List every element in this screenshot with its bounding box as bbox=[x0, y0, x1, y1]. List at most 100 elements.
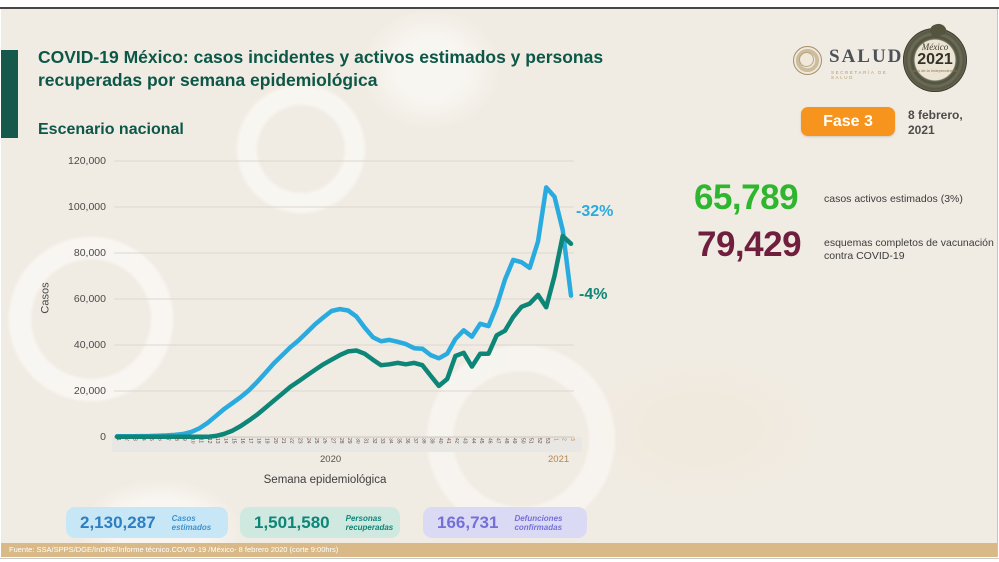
week-tick: 24 bbox=[304, 438, 311, 444]
week-tick: 34 bbox=[387, 438, 394, 444]
week-tick: 25 bbox=[313, 438, 320, 444]
week-tick: 45 bbox=[478, 438, 485, 444]
week-tick: 38 bbox=[420, 438, 427, 444]
casos-estimados-label: Casos estimados bbox=[171, 513, 212, 532]
bottom-edge-rule bbox=[0, 558, 999, 559]
week-tick: 41 bbox=[445, 438, 452, 444]
week-tick: 14 bbox=[222, 438, 229, 444]
fase-3-badge: Fase 3 bbox=[801, 107, 895, 136]
week-tick: 50 bbox=[519, 438, 526, 444]
y-tick-label: 40,000 bbox=[73, 339, 106, 351]
week-tick: 5 bbox=[148, 438, 154, 441]
annotation-casos-estimados-change: -32% bbox=[576, 203, 614, 220]
salud-logo: SALUD SECRETARÍA DE SALUD bbox=[793, 44, 913, 82]
x-axis-title: Semana epidemiológica bbox=[263, 474, 387, 486]
week-tick: 39 bbox=[428, 438, 435, 444]
y-tick-label: 0 bbox=[100, 431, 106, 443]
week-tick: 9 bbox=[181, 438, 187, 441]
week-tick: 46 bbox=[486, 438, 493, 444]
week-tick: 3 bbox=[569, 438, 575, 441]
week-tick: 19 bbox=[263, 438, 270, 444]
report-date-line2: 2021 bbox=[908, 123, 935, 137]
week-tick: 3 bbox=[131, 438, 138, 441]
mexico-2021-line1: México bbox=[921, 42, 949, 52]
week-tick: 16 bbox=[238, 438, 245, 444]
report-date-line1: 8 febrero, bbox=[908, 108, 963, 122]
week-tick: 12 bbox=[205, 438, 212, 444]
title-accent-bar bbox=[1, 50, 18, 138]
week-tick: 30 bbox=[354, 438, 361, 444]
week-tick: 13 bbox=[214, 438, 221, 444]
personas-recuperadas-label: Personas recuperadas bbox=[345, 513, 394, 532]
vaccination-value: 79,429 bbox=[697, 225, 802, 264]
week-tick: 42 bbox=[453, 438, 460, 444]
line-personas-recuperadas bbox=[114, 233, 574, 440]
y-tick-label: 80,000 bbox=[73, 247, 106, 259]
week-tick: 18 bbox=[255, 438, 262, 444]
week-tick: 23 bbox=[296, 438, 303, 444]
annotation-recuperadas-change: -4% bbox=[579, 286, 608, 303]
week-tick: 36 bbox=[403, 438, 410, 444]
week-tick: 32 bbox=[370, 438, 377, 444]
y-tick-label: 60,000 bbox=[73, 293, 106, 305]
week-tick: 47 bbox=[494, 438, 501, 444]
slide-background-watermark bbox=[1, 9, 998, 557]
mexico-2021-emblem-icon: México 2021 Año de la Independencia bbox=[903, 28, 967, 92]
week-tick: 6 bbox=[156, 438, 163, 441]
week-tick: 2 bbox=[123, 438, 130, 441]
defunciones-value: 166,731 bbox=[437, 512, 499, 532]
page-title: COVID-19 México: casos incidentes y acti… bbox=[38, 47, 604, 90]
line-casos-estimados bbox=[114, 185, 574, 439]
week-tick: 1 bbox=[552, 438, 559, 441]
vaccination-label: esquemas completos de vacunación contra … bbox=[824, 237, 994, 262]
personas-recuperadas-value: 1,501,580 bbox=[254, 512, 330, 532]
week-tick: 11 bbox=[197, 438, 204, 444]
top-edge-rule bbox=[0, 7, 999, 9]
week-tick: 44 bbox=[469, 438, 476, 444]
week-tick: 40 bbox=[436, 438, 443, 444]
week-tick: 7 bbox=[164, 438, 171, 441]
week-tick: 22 bbox=[288, 438, 295, 444]
y-tick-label: 100,000 bbox=[68, 201, 106, 213]
y-tick-label: 20,000 bbox=[73, 385, 106, 397]
active-cases-value: 65,789 bbox=[694, 178, 799, 217]
mexico-2021-line2: 2021 bbox=[917, 51, 953, 68]
week-tick: 49 bbox=[511, 438, 518, 444]
x-axis-year-2021: 2021 bbox=[548, 454, 570, 465]
week-tick: 28 bbox=[337, 438, 344, 444]
week-tick: 8 bbox=[172, 438, 179, 441]
salud-seal-icon bbox=[793, 46, 822, 75]
week-tick: 31 bbox=[362, 438, 369, 444]
week-tick: 15 bbox=[230, 438, 237, 444]
x-axis-year-2020: 2020 bbox=[320, 454, 342, 465]
stat-pill-personas-recuperadas: 1,501,580 Personas recuperadas bbox=[240, 507, 400, 538]
defunciones-label: Defunciones confirmadas bbox=[514, 513, 563, 532]
week-tick: 53 bbox=[544, 438, 551, 444]
source-footer: Fuente: SSA/SPPS/DGE/InDRE/Informe técni… bbox=[1, 543, 997, 557]
week-tick: 20 bbox=[271, 438, 278, 444]
week-tick: 51 bbox=[527, 438, 534, 444]
salud-logo-subtext: SECRETARÍA DE SALUD bbox=[831, 70, 888, 80]
week-tick: 17 bbox=[247, 438, 254, 444]
week-tick: 35 bbox=[395, 438, 402, 444]
week-tick: 4 bbox=[139, 438, 146, 441]
stat-pill-defunciones: 166,731 Defunciones confirmadas bbox=[423, 507, 587, 538]
week-tick: 33 bbox=[379, 438, 386, 444]
active-cases-label: casos activos estimados (3%) bbox=[824, 193, 963, 205]
week-tick: 29 bbox=[346, 438, 353, 444]
mexico-2021-line3: Año de la Independencia bbox=[912, 68, 958, 73]
report-date: 8 febrero, 2021 bbox=[908, 108, 963, 138]
week-tick: 26 bbox=[321, 438, 328, 444]
week-tick: 2 bbox=[560, 438, 567, 441]
week-tick: 37 bbox=[412, 438, 419, 444]
week-tick: 27 bbox=[329, 438, 336, 444]
week-tick: 21 bbox=[280, 438, 287, 444]
week-tick: 10 bbox=[189, 438, 196, 444]
stat-pill-casos-estimados: 2,130,287 Casos estimados bbox=[66, 507, 228, 538]
week-tick: 48 bbox=[503, 438, 509, 444]
salud-logo-text: SALUD bbox=[829, 46, 904, 67]
page-subtitle: Escenario nacional bbox=[38, 121, 184, 138]
y-tick-label: 120,000 bbox=[68, 155, 106, 167]
x-axis-tick-band bbox=[112, 437, 582, 452]
